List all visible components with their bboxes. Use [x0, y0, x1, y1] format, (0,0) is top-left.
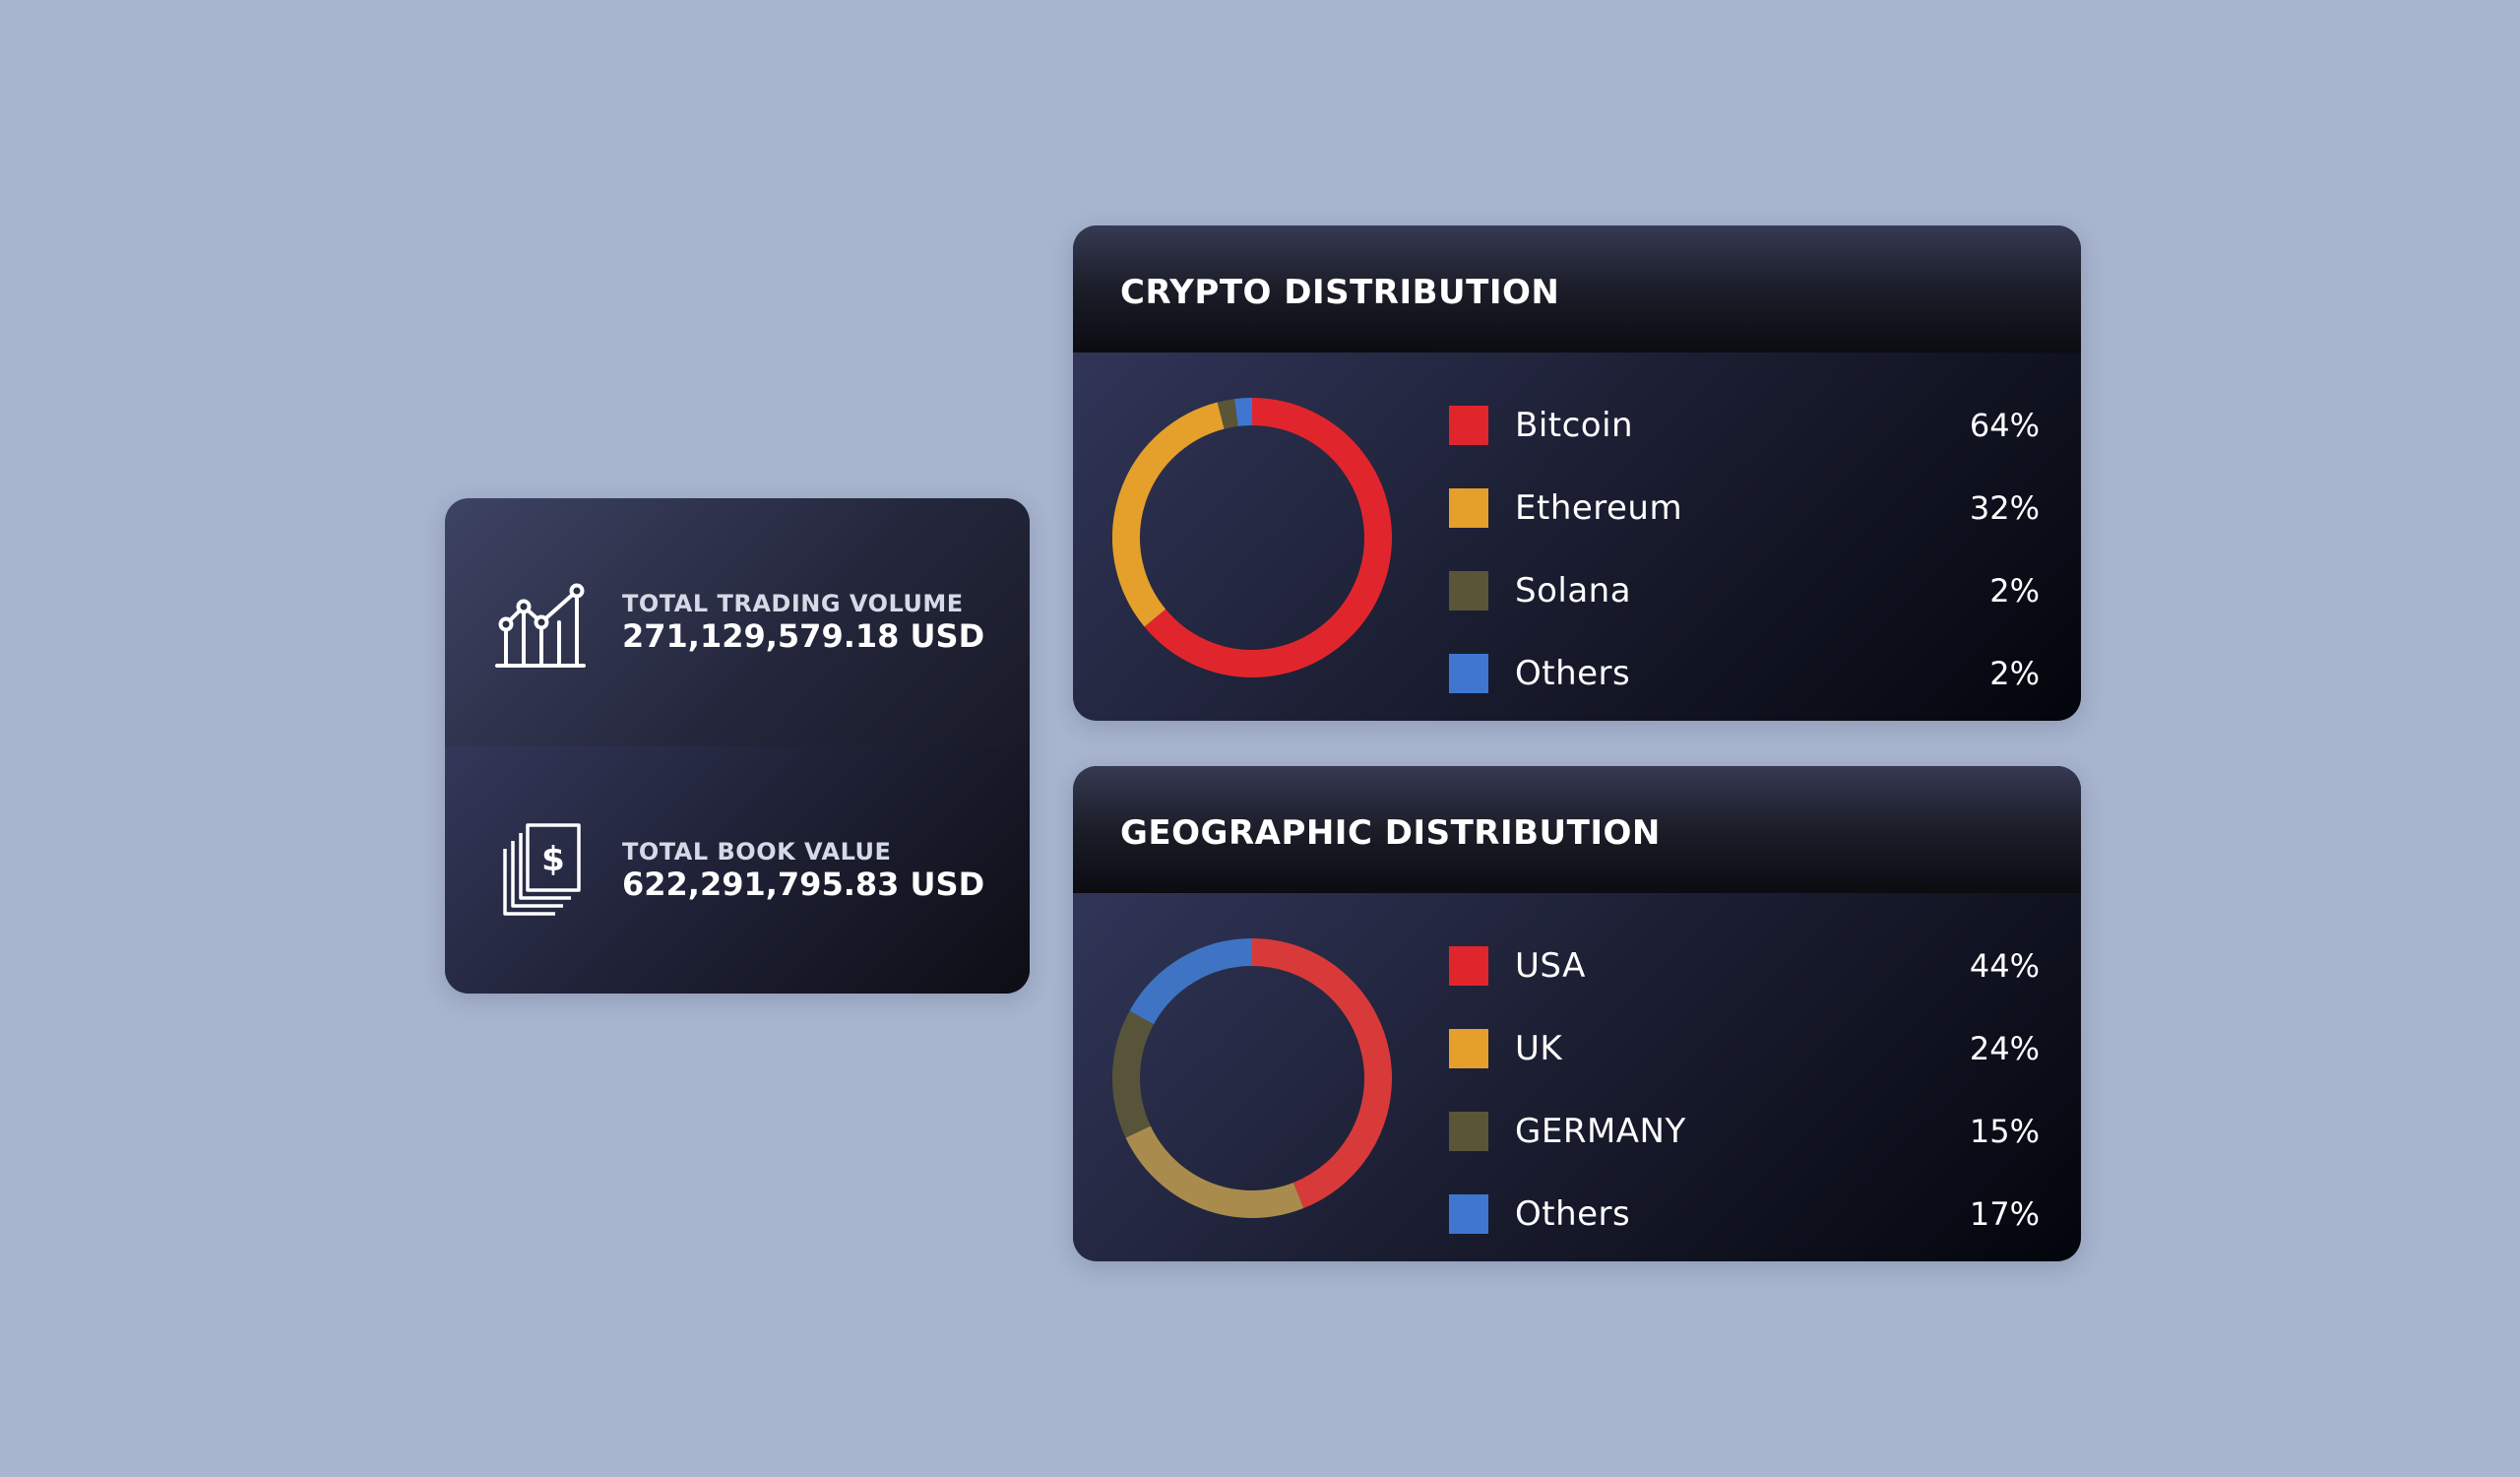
legend-value: 15% — [1969, 1113, 2040, 1150]
legend-value: 24% — [1969, 1030, 2040, 1067]
geo-slice-others — [1129, 938, 1253, 1025]
legend-swatch — [1449, 946, 1488, 986]
trading-volume-row: TOTAL TRADING VOLUME 271,129,579.18 USD — [445, 498, 1030, 746]
legend-label: Bitcoin — [1515, 406, 1634, 445]
legend-item: Ethereum 32% — [1449, 467, 2040, 549]
trading-volume-value: 271,129,579.18 USD — [622, 617, 985, 655]
legend-swatch — [1449, 1194, 1488, 1234]
geographic-distribution-panel: GEOGRAPHIC DISTRIBUTION USA 44% UK 24% G… — [1073, 766, 2081, 1261]
geo-slice-usa — [1251, 938, 1392, 1209]
legend-swatch — [1449, 654, 1488, 693]
legend-value: 2% — [1989, 655, 2040, 692]
legend-swatch — [1449, 488, 1488, 528]
legend-item: UK 24% — [1449, 1007, 2040, 1090]
legend-label: Ethereum — [1515, 488, 1683, 528]
legend-swatch — [1449, 571, 1488, 610]
legend-item: Others 2% — [1449, 632, 2040, 715]
legend-value: 32% — [1969, 489, 2040, 527]
stats-card: TOTAL TRADING VOLUME 271,129,579.18 USD … — [445, 498, 1030, 994]
geo-legend: USA 44% UK 24% GERMANY 15% Others 17% — [1449, 925, 2040, 1255]
geo-slice-germany — [1112, 1010, 1155, 1138]
legend-label: UK — [1515, 1029, 1563, 1068]
legend-label: USA — [1515, 946, 1586, 986]
legend-swatch — [1449, 1112, 1488, 1151]
crypto-slice-bitcoin — [1144, 398, 1392, 677]
crypto-slice-ethereum — [1112, 402, 1225, 627]
legend-swatch — [1449, 406, 1488, 445]
crypto-slice-others — [1234, 398, 1253, 426]
trading-volume-label: TOTAL TRADING VOLUME — [622, 590, 964, 617]
geo-donut-chart — [1112, 938, 1392, 1218]
legend-item: Solana 2% — [1449, 549, 2040, 632]
legend-item: Others 17% — [1449, 1173, 2040, 1255]
dollar-documents-icon: $ — [503, 822, 581, 916]
legend-label: Solana — [1515, 571, 1632, 610]
legend-value: 17% — [1969, 1195, 2040, 1233]
book-value-label: TOTAL BOOK VALUE — [622, 837, 892, 866]
book-value-value: 622,291,795.83 USD — [622, 865, 985, 903]
legend-label: GERMANY — [1515, 1112, 1686, 1151]
legend-item: Bitcoin 64% — [1449, 384, 2040, 467]
geo-slice-uk — [1125, 1125, 1304, 1218]
book-value-text: TOTAL BOOK VALUE 622,291,795.83 USD — [622, 838, 984, 903]
svg-text:$: $ — [541, 840, 565, 879]
chart-growth-icon — [495, 583, 586, 668]
legend-label: Others — [1515, 1194, 1631, 1234]
legend-item: USA 44% — [1449, 925, 2040, 1007]
legend-value: 64% — [1969, 407, 2040, 444]
trading-volume-text: TOTAL TRADING VOLUME 271,129,579.18 USD — [622, 590, 984, 655]
geo-panel-title: GEOGRAPHIC DISTRIBUTION — [1120, 813, 1661, 853]
legend-value: 44% — [1969, 947, 2040, 985]
book-value-row: $ TOTAL BOOK VALUE 622,291,795.83 USD — [445, 746, 1030, 994]
crypto-slice-solana — [1217, 399, 1238, 429]
legend-item: GERMANY 15% — [1449, 1090, 2040, 1173]
legend-swatch — [1449, 1029, 1488, 1068]
geo-panel-header: GEOGRAPHIC DISTRIBUTION — [1073, 766, 2081, 893]
legend-value: 2% — [1989, 572, 2040, 610]
crypto-panel-header: CRYPTO DISTRIBUTION — [1073, 225, 2081, 353]
crypto-donut-chart — [1112, 398, 1392, 677]
crypto-legend: Bitcoin 64% Ethereum 32% Solana 2% Other… — [1449, 384, 2040, 715]
crypto-panel-title: CRYPTO DISTRIBUTION — [1120, 273, 1560, 312]
crypto-distribution-panel: CRYPTO DISTRIBUTION Bitcoin 64% Ethereum… — [1073, 225, 2081, 721]
legend-label: Others — [1515, 654, 1631, 693]
